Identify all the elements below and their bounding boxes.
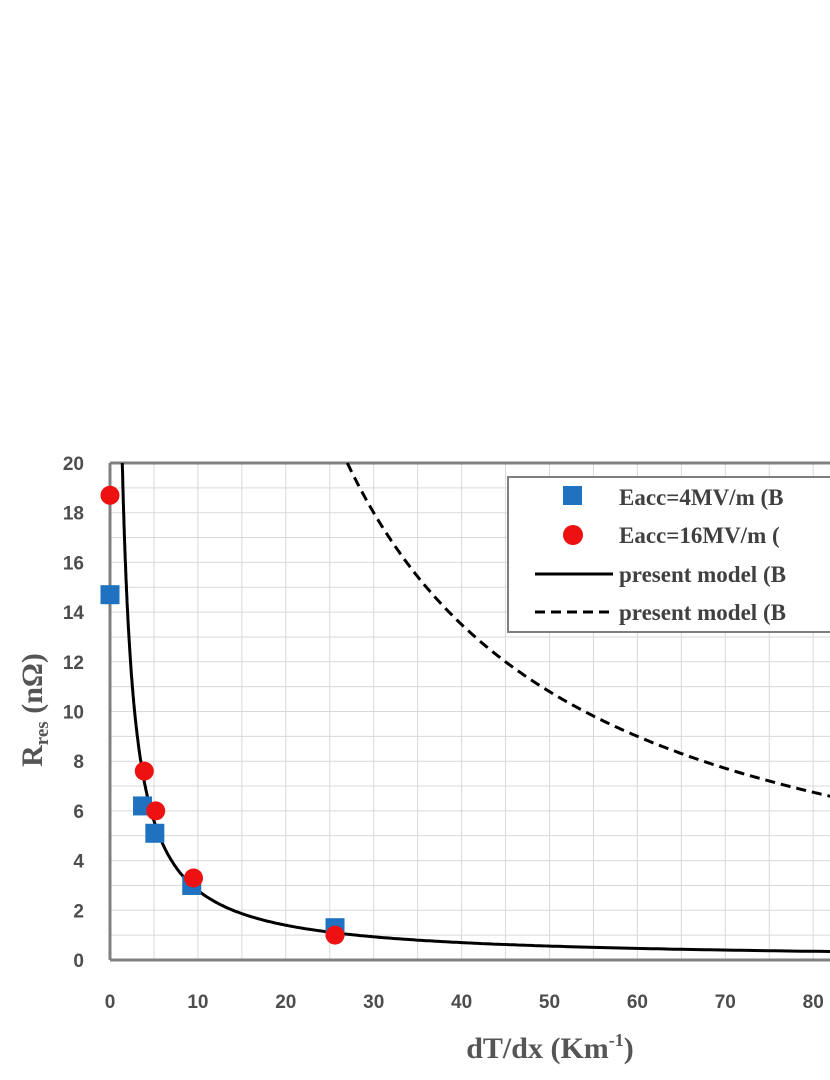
model-curve-solid (120, 462, 830, 953)
data-point-square (145, 823, 165, 843)
y-tick-label: 14 (63, 603, 85, 624)
y-tick-label: 4 (73, 852, 84, 873)
x-tick-label: 50 (539, 992, 560, 1013)
x-tick-label: 70 (715, 992, 736, 1013)
legend-label-series-4: present model (B (619, 600, 786, 625)
x-axis-title: dT/dx (Km-1) (466, 1030, 634, 1065)
model-curve-dashed (345, 462, 830, 798)
x-tick-label: 20 (275, 992, 296, 1013)
data-point-square (100, 585, 120, 605)
y-tick-label: 10 (63, 703, 84, 724)
legend-marker-square (563, 486, 582, 505)
y-tick-label: 20 (63, 454, 84, 475)
y-tick-label: 16 (63, 553, 84, 574)
legend-marker-circle (563, 525, 583, 545)
plot-frame (108, 461, 830, 962)
data-markers (100, 485, 345, 945)
y-tick-label: 18 (63, 504, 84, 525)
x-tick-label: 10 (187, 992, 208, 1013)
data-point-circle (146, 801, 166, 821)
y-tick-label: 0 (73, 951, 84, 972)
x-tick-label: 80 (803, 992, 824, 1013)
x-tick-label: 30 (363, 992, 384, 1013)
data-point-circle (325, 925, 345, 945)
data-point-circle (134, 761, 154, 781)
y-tick-label: 2 (73, 901, 84, 922)
data-point-circle (100, 485, 120, 505)
x-tick-label: 60 (627, 992, 648, 1013)
y-tick-label: 6 (73, 802, 84, 823)
y-tick-label: 12 (63, 653, 84, 674)
model-curves (120, 462, 830, 953)
tick-labels: 0 10 20 30 40 50 60 70 80 0 2 4 6 8 10 12 14 16 18 20 (63, 454, 824, 1013)
x-tick-label: 40 (451, 992, 472, 1013)
legend-label-series-1: Eacc=4MV/m (B (619, 485, 783, 510)
legend-box (507, 476, 830, 633)
y-axis-title: Rres (nΩ) (16, 653, 53, 767)
data-point-circle (184, 868, 204, 888)
y-tick-label: 8 (73, 752, 84, 773)
legend-label-series-2: Eacc=16MV/m ( (619, 523, 780, 548)
legend: Eacc=4MV/m (B Eacc=16MV/m ( present mode… (507, 476, 830, 633)
legend-label-series-3: present model (B (619, 562, 786, 587)
x-tick-label: 0 (105, 992, 116, 1013)
